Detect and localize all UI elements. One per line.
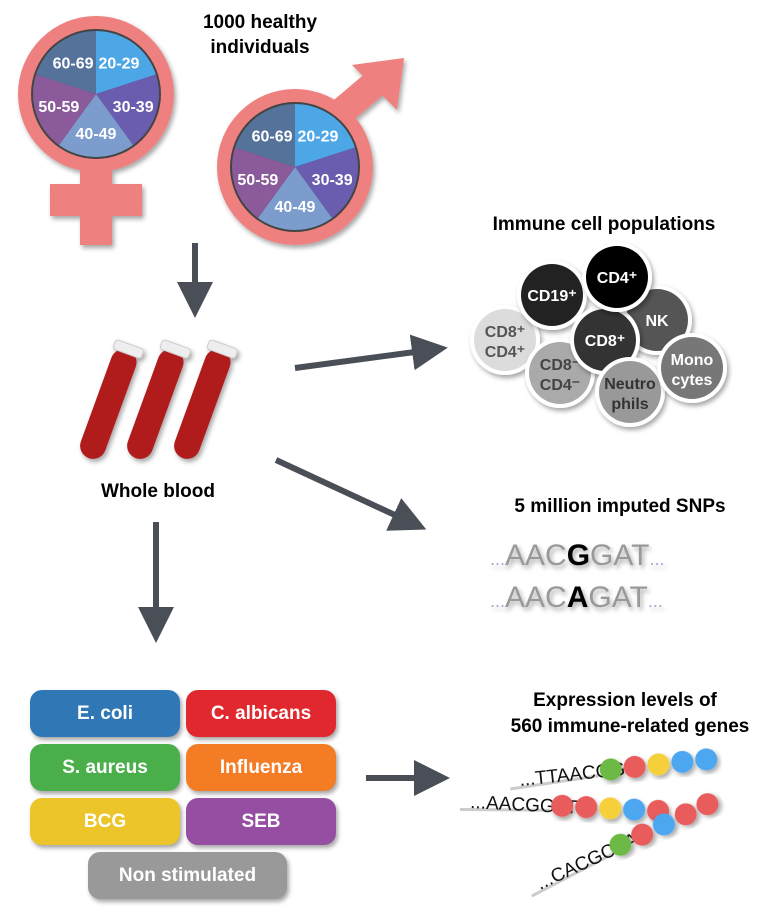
cell-label-2: phils [611,396,648,413]
stimulus-influenza: Influenza [186,744,336,791]
blood-tubes [80,339,238,459]
cell-5: CD4⁺ [582,242,652,312]
pie-slice-20-29 [96,31,156,94]
svg-text:...AACGGAT...: ...AACGGAT... [490,539,665,572]
cell-label: CD8⁺ [485,324,525,341]
arrow-to-snps [274,457,427,531]
cell-label: CD4⁺ [597,270,637,287]
expression-title-line2: 560 immune-related genes [511,716,750,737]
population-title-line2: individuals [210,37,309,58]
pie-slice-30-39 [96,74,159,145]
pie-slice-20-29 [295,104,355,167]
gene-strands: ...TTAACGG...AACGGAT...CACGCAA [459,748,719,898]
cell-label: Mono [671,352,714,369]
female-age-pie: 20-29 30-39 40-49 50-59 60-69 [31,29,161,159]
pie-slice-60-69 [36,31,96,94]
expression-bead [551,794,574,817]
expression-bead [599,758,622,781]
cell-label: CD8⁻ [540,357,580,374]
expression-bead [623,755,646,778]
pie-slice-50-59 [33,74,96,145]
stimulus-non-stimulated: Non stimulated [88,852,287,899]
expression-bead [609,833,632,856]
age-label: 30-39 [113,99,154,116]
snps-title: 5 million imputed SNPs [514,496,725,517]
expression-bead [652,813,675,836]
pie-slice-50-59 [232,147,295,218]
pie-slice-30-39 [295,147,358,218]
gene-strand: ...TTAACGG [510,748,718,791]
age-label: 30-39 [312,172,353,189]
stimulus-c-albicans: C. albicans [186,690,336,737]
cell-label: CD19⁺ [527,288,576,305]
pie-slice-60-69 [235,104,295,167]
cells-title: Immune cell populations [493,214,716,235]
stimulus-bcg: BCG [30,798,180,845]
age-label: 50-59 [237,172,278,189]
arrow-to-cells [294,334,448,371]
age-label: 50-59 [38,99,79,116]
cell-7: Mono cytes [657,333,727,403]
cell-6: Neutro phils [595,357,665,427]
age-label: 20-29 [98,55,139,72]
stimulus-seb: SEB [186,798,336,845]
whole-blood-label: Whole blood [101,481,215,502]
cell-label-2: CD4⁺ [485,344,525,361]
cell-label: Neutro [604,376,656,393]
expression-bead [623,798,646,821]
cell-label-2: cytes [672,372,713,389]
gene-strand: ...AACGGAT [459,792,670,822]
expression-bead [631,823,654,846]
expression-bead [599,797,622,820]
expression-bead [575,796,598,819]
population-title-line1: 1000 healthy [203,12,317,33]
male-age-pie: 20-29 30-39 40-49 50-59 60-69 [230,102,360,232]
stimulus-e-coli: E. coli [30,690,180,737]
expression-bead [647,753,670,776]
cell-4: CD8⁺ [570,305,640,375]
expression-title-line1: Expression levels of [533,690,717,711]
cell-0: CD8⁺ CD4⁺ [470,305,540,375]
age-label: 60-69 [252,128,293,145]
expression-bead [671,750,694,773]
pie-slice-40-49 [58,94,134,157]
expression-bead [696,793,719,816]
age-label: 20-29 [297,128,338,145]
age-label: 40-49 [275,199,316,216]
immune-cells: CD8⁺ CD4⁺ CD19⁺ CD8⁻ CD4⁻ NK CD8⁺ CD4⁺ Neutro phi… [470,242,727,427]
age-label: 40-49 [76,126,117,143]
snp-sequence-1: ...AACGGAT... [490,539,665,572]
cell-label: NK [645,313,669,330]
cell-label-2: CD4⁻ [540,377,580,394]
flow-arrows [138,243,450,796]
age-label: 60-69 [53,55,94,72]
cell-1: CD19⁺ [517,260,587,330]
snp-sequence-2: ...AACAGAT... [490,581,663,614]
stimulus-s-aureus: S. aureus [30,744,180,791]
cell-label: CD8⁺ [585,333,625,350]
svg-text:...AACAGAT...: ...AACAGAT... [490,581,663,614]
expression-bead [674,803,697,826]
pie-slice-40-49 [257,167,333,231]
expression-bead [695,748,718,771]
